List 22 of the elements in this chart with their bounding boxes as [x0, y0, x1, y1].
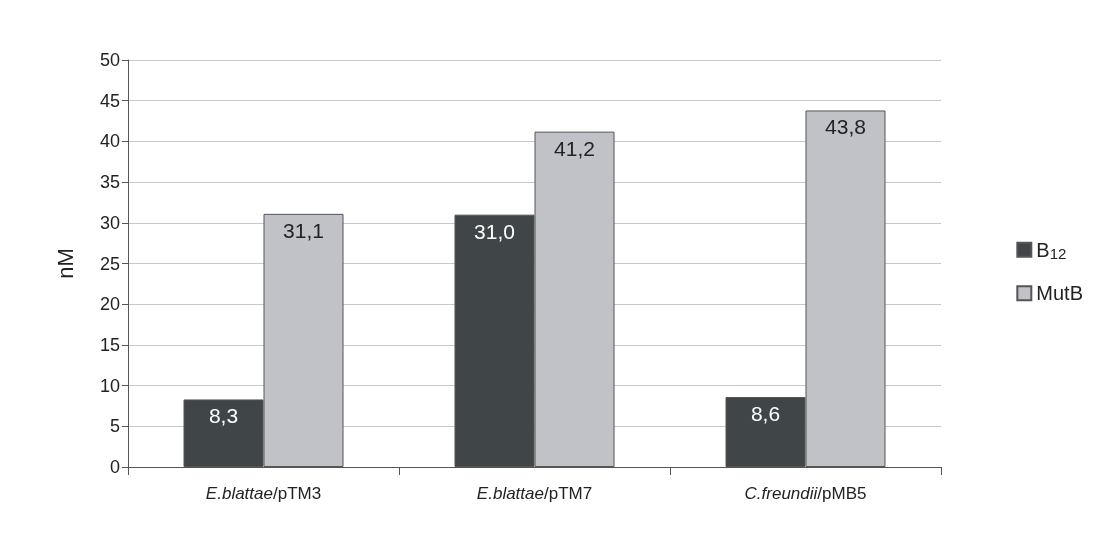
y-tick-label: 50 — [99, 50, 120, 70]
y-tick-label: 35 — [99, 172, 120, 193]
y-tick-label: 40 — [99, 131, 120, 152]
data-label: 31,1 — [283, 218, 324, 242]
data-label: 41,2 — [554, 136, 595, 160]
x-tick-label: C.freundii/pMB5 — [744, 484, 867, 503]
data-label: 31,0 — [474, 219, 515, 243]
y-tick-label: 5 — [109, 416, 120, 437]
y-axis-title: nM — [52, 248, 78, 279]
x-tick-label: E.blattae/pTM3 — [205, 484, 322, 503]
y-tick-label: 20 — [99, 294, 120, 315]
y-tick-label: 25 — [99, 253, 120, 274]
y-tick-label: 0 — [109, 457, 120, 477]
y-tick-label: 30 — [99, 212, 120, 233]
y-tick-label: 10 — [99, 375, 120, 396]
y-tick-label: 15 — [99, 334, 120, 355]
x-tick-label: E.blattae/pTM7 — [476, 484, 593, 503]
y-tick-label: 45 — [99, 90, 120, 111]
data-label: 43,8 — [825, 115, 866, 139]
data-label: 8,6 — [750, 402, 781, 425]
legend-label: MutB — [1036, 282, 1084, 305]
data-label: 8,3 — [208, 404, 239, 428]
